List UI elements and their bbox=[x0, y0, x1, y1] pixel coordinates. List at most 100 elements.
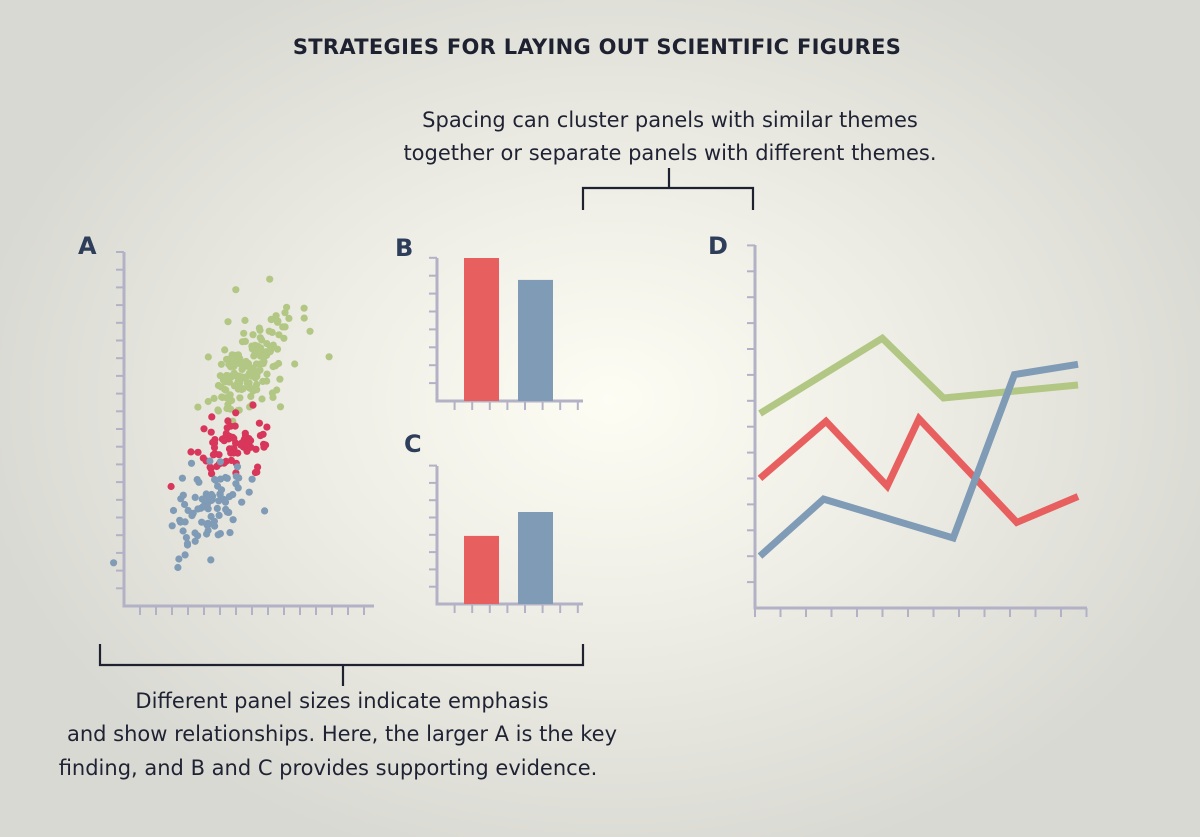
panel-a-point-blue bbox=[191, 537, 199, 545]
spacing-note-line-1: Spacing can cluster panels with similar … bbox=[422, 108, 918, 132]
panel-a-point-green bbox=[223, 355, 231, 363]
panel-b-bars bbox=[464, 258, 553, 401]
panel-a-point-blue bbox=[179, 527, 187, 535]
panel-a-point-green bbox=[300, 304, 308, 312]
panel-a-point-blue bbox=[216, 458, 224, 466]
panel-a-point-green bbox=[259, 353, 267, 361]
panel-a-point-blue bbox=[210, 517, 218, 525]
panel-a-point-blue bbox=[176, 516, 184, 524]
panel-a-point-blue bbox=[203, 530, 211, 538]
panel-a-point-green bbox=[248, 370, 256, 378]
panel-a-point-green bbox=[280, 334, 288, 342]
panel-a-point-blue bbox=[187, 459, 196, 467]
panel-a-point-green bbox=[256, 366, 264, 374]
panel-a-point-blue bbox=[232, 480, 240, 488]
panel-a-label: A bbox=[78, 232, 97, 260]
panel-a-point-blue bbox=[216, 475, 225, 483]
panel-a-point-red_dots bbox=[224, 417, 232, 425]
panel-a-point-green bbox=[263, 377, 271, 385]
panel-a-point-green bbox=[204, 353, 212, 361]
panel-a-point-green bbox=[221, 378, 230, 386]
panel-a-point-red_dots bbox=[194, 448, 202, 456]
panel-d-label: D bbox=[708, 232, 728, 260]
panel-a-point-green bbox=[283, 303, 291, 311]
panel-a-point-blue bbox=[179, 491, 187, 499]
panel-a-point-blue bbox=[178, 474, 186, 482]
panel-a-point-blue bbox=[223, 474, 231, 482]
panel-b-axes bbox=[429, 256, 583, 410]
panel-c: C bbox=[404, 430, 583, 613]
panel-a-point-green bbox=[279, 323, 287, 331]
panel-a-point-green bbox=[275, 331, 283, 339]
panel-a-point-blue bbox=[201, 503, 209, 511]
panel-a-point-blue bbox=[229, 516, 237, 524]
panel-a-point-blue bbox=[174, 563, 182, 572]
panel-a-point-green bbox=[216, 372, 224, 380]
panel-a-point-green bbox=[246, 384, 254, 392]
panel-d-axis-line bbox=[753, 245, 1087, 610]
panel-a-axes bbox=[116, 251, 374, 615]
panel-a-point-blue bbox=[175, 555, 183, 563]
panel-a-point-green bbox=[258, 336, 266, 344]
sizes-note-line-1: Different panel sizes indicate emphasis bbox=[135, 689, 548, 713]
panel-a-point-green bbox=[268, 328, 276, 336]
panel-b-axis-line bbox=[435, 258, 583, 403]
panel-a-point-green bbox=[263, 370, 271, 378]
panel-a-point-blue bbox=[248, 475, 256, 483]
panel-a-point-blue bbox=[207, 556, 215, 564]
panel-a-point-blue bbox=[206, 457, 214, 465]
panel-a-point-green bbox=[269, 393, 277, 401]
panel-a-point-green bbox=[300, 314, 308, 322]
panel-a-point-green bbox=[273, 386, 281, 394]
panel-c-bars bbox=[464, 512, 553, 604]
panel-a-point-red_dots bbox=[215, 451, 223, 459]
panel-a-point-red_dots bbox=[209, 451, 217, 459]
panel-a-point-blue bbox=[245, 488, 253, 496]
panel-a-point-green bbox=[218, 393, 226, 401]
panel-a-axis-line bbox=[122, 252, 374, 608]
panel-a-point-green bbox=[226, 372, 234, 380]
panel-a-point-blue bbox=[215, 511, 223, 519]
panel-a-point-blue bbox=[261, 507, 269, 515]
panel-a-point-blue bbox=[181, 518, 189, 526]
panel-a-point-blue bbox=[213, 504, 221, 512]
panel-a-scatter bbox=[110, 275, 333, 572]
panel-a-point-blue bbox=[217, 486, 226, 494]
panel-a-point-red_dots bbox=[249, 401, 257, 409]
panel-a-point-green bbox=[247, 392, 255, 400]
spacing-note-line-2: together or separate panels with differe… bbox=[403, 141, 936, 165]
panel-d-axes bbox=[747, 244, 1088, 617]
panel-a-point-blue bbox=[222, 505, 230, 513]
panel-a-point-blue bbox=[181, 551, 189, 559]
panel-a-point-blue bbox=[195, 478, 203, 486]
panel-a-point-green bbox=[239, 374, 247, 382]
sizes-bracket bbox=[98, 644, 585, 686]
panel-a-point-blue bbox=[235, 474, 243, 482]
panel-a-point-blue bbox=[183, 540, 192, 548]
panel-a-point-green bbox=[266, 343, 274, 351]
panel-a-point-blue bbox=[181, 500, 189, 509]
panel-a-point-green bbox=[267, 315, 275, 323]
panel-d: D bbox=[708, 232, 1088, 617]
panel-a-point-green bbox=[214, 407, 222, 415]
panel-a-point-green bbox=[241, 316, 249, 324]
panel-a-point-green bbox=[231, 351, 239, 359]
panel-a-point-blue bbox=[182, 534, 190, 542]
panel-a-point-blue bbox=[204, 493, 212, 501]
panel-a-point-green bbox=[249, 331, 257, 339]
panel-a-point-red_dots bbox=[227, 449, 235, 457]
panel-a-point-red_dots bbox=[263, 423, 271, 431]
panel-a-point-green bbox=[238, 365, 246, 373]
panel-a-point-blue bbox=[229, 491, 237, 499]
panel-a-point-red_dots bbox=[208, 413, 216, 421]
panel-a-point-red_dots bbox=[253, 468, 261, 476]
panel-d-line-blue bbox=[757, 360, 1079, 559]
panel-c-bar-2 bbox=[518, 512, 553, 604]
panel-c-label: C bbox=[404, 430, 422, 458]
panel-a-point-red_dots bbox=[231, 422, 239, 430]
panel-a-point-green bbox=[210, 394, 218, 402]
panel-a-point-green bbox=[271, 362, 280, 370]
panel-d-line-red bbox=[757, 412, 1080, 527]
panel-a-point-blue bbox=[238, 498, 246, 506]
